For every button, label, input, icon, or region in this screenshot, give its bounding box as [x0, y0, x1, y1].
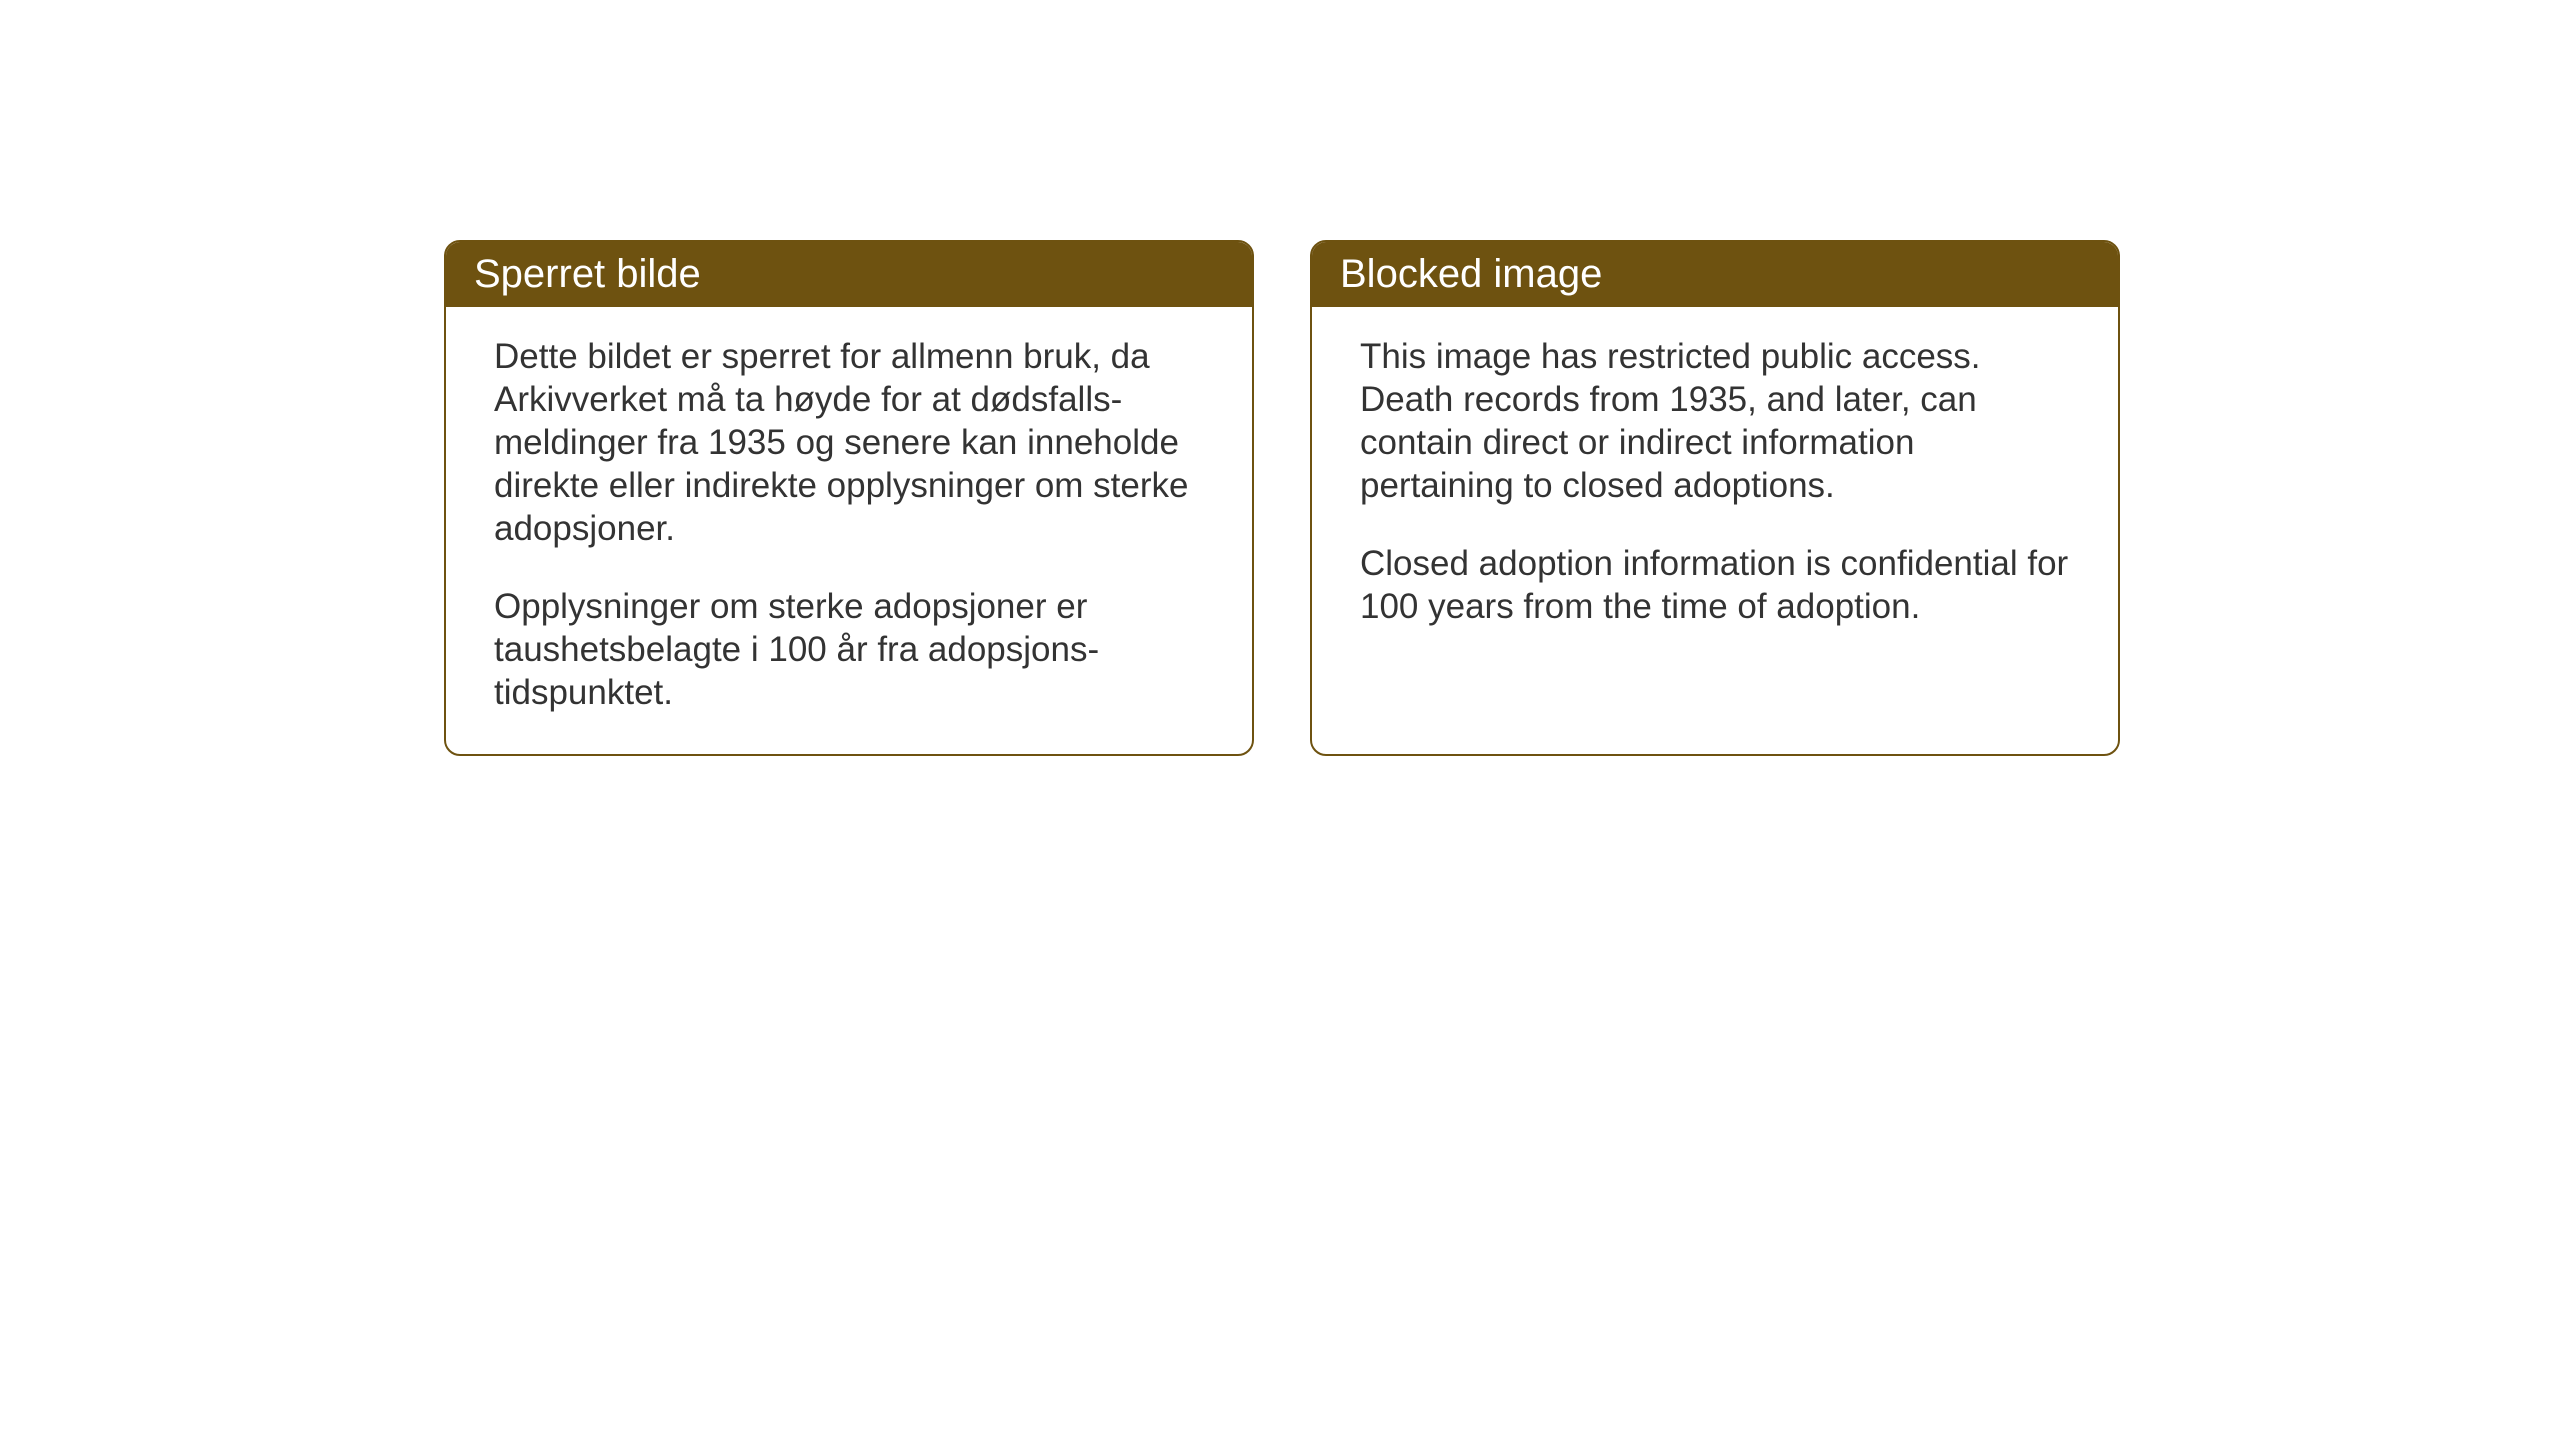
card-paragraph: Opplysninger om sterke adopsjoner er tau… [494, 585, 1204, 714]
card-header: Sperret bilde [446, 242, 1252, 307]
card-body: This image has restricted public access.… [1312, 307, 2118, 668]
card-paragraph: This image has restricted public access.… [1360, 335, 2070, 507]
notice-card-english: Blocked image This image has restricted … [1310, 240, 2120, 756]
card-body: Dette bildet er sperret for allmenn bruk… [446, 307, 1252, 754]
card-header: Blocked image [1312, 242, 2118, 307]
notice-card-norwegian: Sperret bilde Dette bildet er sperret fo… [444, 240, 1254, 756]
card-paragraph: Dette bildet er sperret for allmenn bruk… [494, 335, 1204, 550]
card-title: Blocked image [1340, 252, 1602, 296]
notice-container: Sperret bilde Dette bildet er sperret fo… [444, 240, 2120, 756]
card-paragraph: Closed adoption information is confident… [1360, 542, 2070, 628]
card-title: Sperret bilde [474, 252, 701, 296]
